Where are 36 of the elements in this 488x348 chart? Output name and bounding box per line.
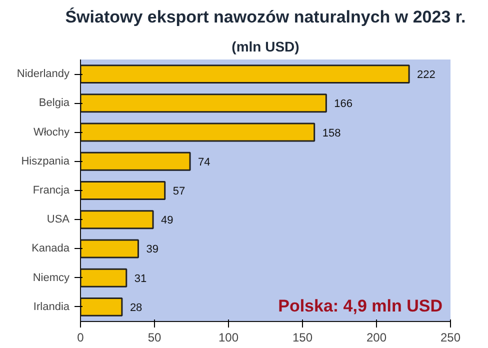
x-tick-label: 200 [366, 330, 387, 344]
bar [80, 64, 410, 84]
x-tick-label: 100 [218, 330, 239, 344]
chart-title: Światowy eksport nawozów naturalnych w 2023 r. [65, 6, 466, 26]
bar [80, 122, 316, 142]
data-label: 49 [161, 214, 174, 227]
data-label: 158 [322, 127, 341, 140]
y-tick-label: Belgia [38, 97, 70, 110]
data-label: 31 [134, 272, 147, 285]
data-label: 166 [334, 98, 353, 110]
annotation: Polska: 4,9 mln USD [278, 296, 442, 316]
bar [80, 239, 139, 258]
chart-subtitle: (mln USD) [232, 38, 300, 54]
data-label: 57 [172, 186, 186, 198]
y-tick-label: Kanada [32, 242, 70, 255]
y-tick-label: Niderlandy [16, 68, 70, 80]
data-label: 28 [130, 302, 142, 314]
bar [80, 152, 191, 171]
y-tick-label: Niemcy [32, 272, 70, 284]
bar [80, 268, 128, 288]
y-tick-label: Hiszpania [21, 155, 70, 168]
y-tick-label: USA [46, 214, 70, 226]
data-label: 39 [146, 244, 158, 256]
y-tick-label: Włochy [33, 126, 70, 138]
y-tick-label: Francja [32, 184, 70, 196]
bar [80, 297, 123, 316]
x-tick-label: 250 [440, 330, 461, 344]
x-tick-label: 0 [77, 330, 84, 344]
data-label: 222 [417, 69, 436, 82]
x-tick-label: 150 [292, 330, 313, 344]
bar [80, 94, 327, 113]
x-tick-label: 50 [148, 330, 162, 344]
bar [80, 181, 166, 200]
data-label: 74 [198, 156, 210, 168]
bar [80, 210, 154, 230]
y-tick-label: Irlandia [33, 300, 70, 313]
